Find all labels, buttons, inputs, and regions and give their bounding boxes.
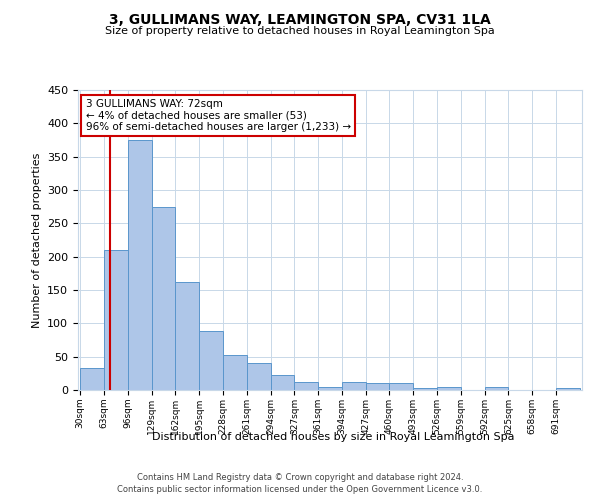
Bar bbox=[104, 250, 128, 390]
Bar bbox=[271, 374, 295, 390]
Bar bbox=[413, 388, 437, 390]
Text: 3 GULLIMANS WAY: 72sqm
← 4% of detached houses are smaller (53)
96% of semi-deta: 3 GULLIMANS WAY: 72sqm ← 4% of detached … bbox=[86, 99, 350, 132]
Bar bbox=[152, 206, 175, 390]
Bar bbox=[223, 354, 247, 390]
Text: Contains public sector information licensed under the Open Government Licence v3: Contains public sector information licen… bbox=[118, 485, 482, 494]
Bar bbox=[437, 386, 461, 390]
Y-axis label: Number of detached properties: Number of detached properties bbox=[32, 152, 41, 328]
Text: Size of property relative to detached houses in Royal Leamington Spa: Size of property relative to detached ho… bbox=[105, 26, 495, 36]
Bar bbox=[318, 386, 342, 390]
Bar bbox=[389, 384, 413, 390]
Text: 3, GULLIMANS WAY, LEAMINGTON SPA, CV31 1LA: 3, GULLIMANS WAY, LEAMINGTON SPA, CV31 1… bbox=[109, 12, 491, 26]
Bar bbox=[175, 282, 199, 390]
Bar bbox=[80, 368, 104, 390]
Bar bbox=[247, 364, 271, 390]
Bar bbox=[365, 382, 389, 390]
Bar bbox=[128, 140, 152, 390]
Bar bbox=[199, 332, 223, 390]
Text: Contains HM Land Registry data © Crown copyright and database right 2024.: Contains HM Land Registry data © Crown c… bbox=[137, 472, 463, 482]
Bar bbox=[342, 382, 365, 390]
Bar bbox=[485, 388, 508, 390]
Text: Distribution of detached houses by size in Royal Leamington Spa: Distribution of detached houses by size … bbox=[152, 432, 514, 442]
Bar bbox=[295, 382, 318, 390]
Bar bbox=[556, 388, 580, 390]
